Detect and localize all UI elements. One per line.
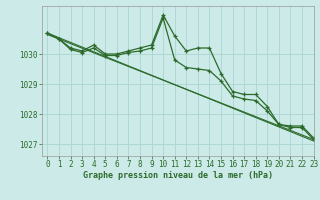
- X-axis label: Graphe pression niveau de la mer (hPa): Graphe pression niveau de la mer (hPa): [83, 171, 273, 180]
